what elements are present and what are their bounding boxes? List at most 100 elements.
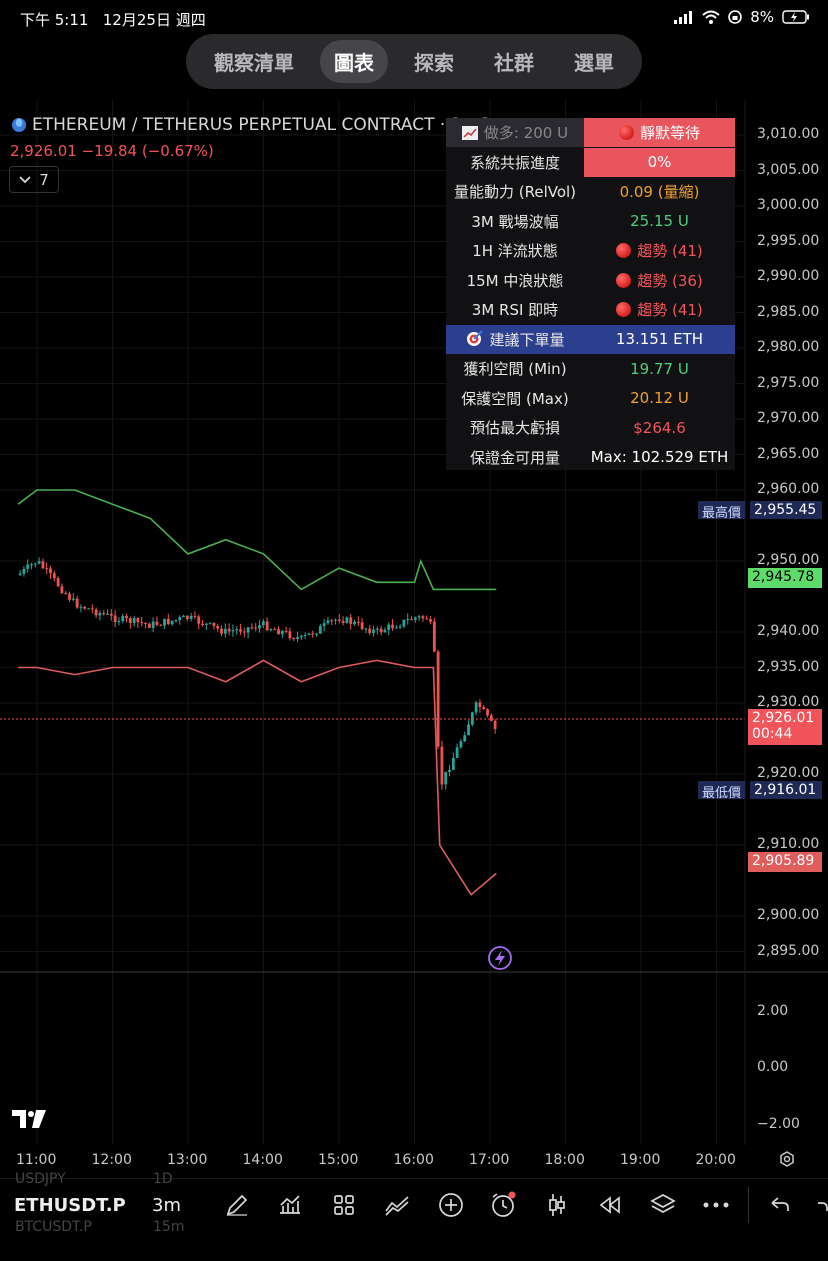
battery-percent: 8% bbox=[750, 8, 774, 26]
add-icon[interactable] bbox=[438, 1192, 464, 1218]
table-row: 建議下單量 13.151 ETH bbox=[446, 324, 735, 354]
candle-body bbox=[345, 617, 349, 623]
candle-body bbox=[79, 606, 83, 608]
y-tick-label: 2,985.00 bbox=[757, 303, 820, 320]
candle-body bbox=[242, 631, 246, 633]
candle-body bbox=[216, 625, 220, 629]
symbol-button[interactable]: ETHUSDT.P bbox=[14, 1195, 126, 1216]
battery-charging-icon bbox=[782, 10, 809, 24]
table-row: 1H 洋流狀態 趨勢 (41) bbox=[446, 236, 735, 265]
row-label: 3M 戰場波幅 bbox=[471, 212, 559, 231]
candle-body bbox=[121, 615, 125, 621]
lightning-icon[interactable] bbox=[488, 946, 512, 970]
table-row: 系統共振進度 0% bbox=[446, 147, 735, 177]
last-price-value: 2,926.01 bbox=[752, 710, 815, 726]
candle-body bbox=[444, 771, 448, 785]
candle-body bbox=[379, 628, 383, 633]
date: 12月25日 週四 bbox=[102, 11, 206, 29]
candle-body bbox=[353, 621, 356, 625]
candle-body bbox=[273, 629, 277, 631]
candle-body bbox=[436, 651, 440, 747]
candle-body bbox=[486, 709, 489, 716]
candle-style-icon[interactable] bbox=[546, 1192, 568, 1218]
candle-body bbox=[185, 615, 189, 619]
candle-body bbox=[269, 629, 273, 631]
candle-body bbox=[387, 624, 391, 630]
indicator-toggle-button[interactable]: 7 bbox=[9, 166, 59, 193]
clock: 下午 5:11 bbox=[20, 11, 89, 29]
bar-countdown: 00:44 bbox=[752, 726, 793, 742]
candle-body bbox=[360, 622, 364, 629]
undo-icon[interactable] bbox=[770, 1195, 790, 1213]
x-tick-label: 11:00 bbox=[16, 1152, 57, 1168]
last-price-tag: 2,926.01 00:44 bbox=[748, 709, 822, 745]
row-label: 預估最大虧損 bbox=[469, 419, 560, 437]
candle-body bbox=[417, 616, 421, 618]
candle-body bbox=[375, 628, 379, 630]
upper-band-line bbox=[17, 489, 497, 591]
candle-body bbox=[292, 638, 296, 640]
candle-body bbox=[64, 593, 68, 595]
lock-rotation-icon bbox=[728, 10, 743, 24]
candle-body bbox=[315, 633, 318, 635]
y-tick-label: 2,935.00 bbox=[757, 658, 820, 675]
tab-watchlist[interactable]: 觀察清單 bbox=[214, 51, 294, 75]
more-icon[interactable] bbox=[703, 1201, 729, 1209]
candle-body bbox=[147, 623, 151, 628]
candle-body bbox=[166, 618, 170, 625]
candle-body bbox=[204, 623, 208, 625]
candle-body bbox=[364, 628, 368, 630]
templates-icon[interactable] bbox=[332, 1193, 356, 1217]
settings-gear-icon[interactable] bbox=[778, 1151, 796, 1169]
redo-icon[interactable] bbox=[818, 1195, 828, 1213]
high-price-label: 最高價 bbox=[698, 501, 745, 521]
candle-body bbox=[474, 702, 478, 713]
y-tick-label: 2,965.00 bbox=[757, 445, 820, 462]
red-dot-icon bbox=[616, 302, 632, 317]
x-tick-label: 14:00 bbox=[242, 1152, 283, 1168]
candle-body bbox=[277, 629, 280, 635]
table-header-row: 做多: 200 U 靜默等待 bbox=[446, 118, 735, 147]
row-label: 1H 洋流狀態 bbox=[472, 242, 558, 260]
candle-body bbox=[318, 626, 322, 634]
candle-body bbox=[75, 598, 79, 608]
layers-icon[interactable] bbox=[650, 1192, 676, 1218]
candle-body bbox=[334, 619, 337, 621]
tab-menu[interactable]: 選單 bbox=[574, 51, 614, 75]
candle-body bbox=[482, 707, 486, 710]
row-label: 保護空間 (Max) bbox=[461, 389, 569, 408]
table-row: 保護空間 (Max) 20.12 U bbox=[446, 384, 735, 413]
candle-body bbox=[280, 631, 284, 635]
pencil-icon[interactable] bbox=[225, 1193, 249, 1217]
candle-body bbox=[60, 586, 64, 594]
candle-body bbox=[299, 635, 303, 638]
bottom-toolbar: USDJPY 1D ETHUSDT.P 3m BTCUSDT.P 15m bbox=[0, 1171, 828, 1235]
tab-community[interactable]: 社群 bbox=[494, 51, 534, 75]
high-price-tag: 2,955.45 bbox=[750, 501, 822, 519]
chevron-down-icon bbox=[19, 175, 31, 183]
symbol-title[interactable]: ETHEREUM / TETHERUS PERPETUAL CONTRACT ·… bbox=[10, 115, 518, 135]
replay-icon[interactable] bbox=[598, 1194, 622, 1216]
x-tick-label: 17:00 bbox=[469, 1152, 510, 1168]
signal-state: 靜默等待 bbox=[639, 124, 700, 142]
y-tick-label: 3,005.00 bbox=[757, 161, 820, 178]
compare-icon[interactable] bbox=[384, 1193, 410, 1217]
candle-body bbox=[330, 620, 334, 622]
ethereum-drop-icon bbox=[12, 118, 26, 132]
indicators-icon[interactable] bbox=[278, 1193, 302, 1217]
y-tick-label: 2,895.00 bbox=[757, 942, 820, 959]
signal-icon bbox=[674, 10, 693, 24]
interval-button[interactable]: 3m bbox=[152, 1195, 181, 1216]
row-label: 保證金可用量 bbox=[469, 448, 560, 467]
tab-chart[interactable]: 圖表 bbox=[320, 40, 388, 83]
strategy-info-table: 做多: 200 U 靜默等待 系統共振進度 0% 量能動力 (RelVol) 0.09… bbox=[446, 118, 735, 470]
candle-body bbox=[451, 757, 455, 770]
ghost-interval-bottom: 15m bbox=[153, 1219, 185, 1235]
tab-explore[interactable]: 探索 bbox=[414, 51, 454, 75]
row-label: 量能動力 (RelVol) bbox=[453, 183, 577, 201]
alarm-icon[interactable] bbox=[490, 1191, 516, 1219]
row-value: 0% bbox=[647, 153, 672, 171]
last-price: 2,926.01 bbox=[10, 142, 77, 160]
candle-body bbox=[284, 631, 288, 633]
candle-body bbox=[87, 608, 90, 610]
